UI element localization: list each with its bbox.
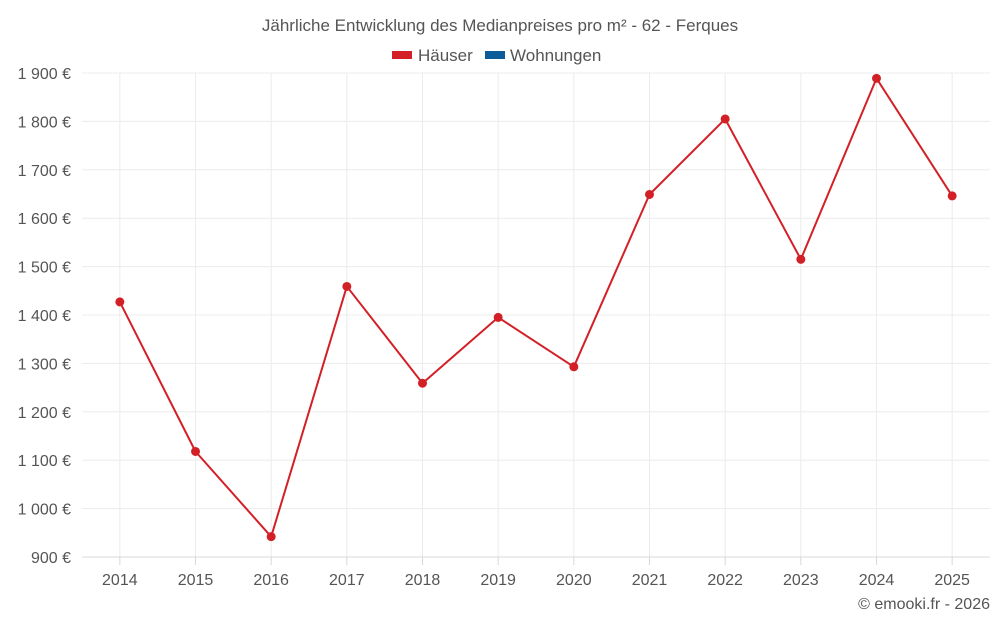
data-point-häuser-2020 — [569, 362, 579, 372]
y-tick-label: 900 € — [31, 550, 71, 567]
y-tick-label: 1 500 € — [18, 260, 71, 277]
legend-swatch-häuser — [392, 51, 412, 59]
data-point-häuser-2025 — [947, 191, 957, 201]
x-tick-label: 2018 — [405, 572, 441, 589]
chart-grid — [82, 72, 990, 558]
x-tick-label: 2023 — [783, 572, 819, 589]
x-tick-label: 2017 — [329, 572, 365, 589]
x-tick-label: 2020 — [556, 572, 592, 589]
y-tick-label: 1 800 € — [18, 114, 71, 131]
x-tick-label: 2019 — [480, 572, 516, 589]
data-point-häuser-2022 — [720, 114, 730, 124]
chart-series — [115, 73, 957, 542]
y-tick-label: 1 200 € — [18, 405, 71, 422]
data-point-häuser-2019 — [493, 312, 503, 322]
x-tick-label: 2024 — [859, 572, 895, 589]
data-point-häuser-2014 — [115, 297, 125, 307]
series-line-häuser — [118, 77, 954, 538]
chart-legend: Häuser Wohnungen — [392, 46, 601, 65]
y-tick-label: 1 700 € — [18, 163, 71, 180]
chart-axes: 900 € 1 000 € 1 100 € 1 200 € 1 300 € 1 400 €… — [18, 66, 990, 589]
x-tick-label: 2016 — [253, 572, 289, 589]
x-tick-label: 2025 — [934, 572, 970, 589]
y-tick-label: 1 900 € — [18, 66, 71, 83]
x-tick-label: 2022 — [707, 572, 743, 589]
chart-title: Jährliche Entwicklung des Medianpreises … — [262, 16, 738, 35]
y-tick-label: 1 400 € — [18, 308, 71, 325]
data-point-häuser-2024 — [872, 73, 881, 83]
legend-label-häuser: Häuser — [418, 46, 473, 65]
data-point-häuser-2018 — [418, 378, 427, 388]
copyright-text: © emooki.fr - 2026 — [858, 596, 990, 613]
y-tick-label: 1 300 € — [18, 356, 71, 373]
legend-label-wohnungen: Wohnungen — [510, 46, 601, 65]
data-point-häuser-2021 — [645, 189, 654, 199]
x-tick-label: 2015 — [178, 572, 214, 589]
y-tick-label: 1 600 € — [18, 211, 71, 228]
x-tick-label: 2014 — [102, 572, 138, 589]
data-point-häuser-2017 — [342, 281, 352, 291]
data-point-häuser-2015 — [191, 446, 200, 456]
legend-swatch-wohnungen — [485, 51, 505, 59]
y-tick-label: 1 100 € — [18, 453, 71, 470]
data-point-häuser-2023 — [796, 254, 806, 264]
x-tick-label: 2021 — [632, 572, 668, 589]
y-tick-label: 1 000 € — [18, 502, 71, 519]
data-point-häuser-2016 — [266, 532, 276, 542]
